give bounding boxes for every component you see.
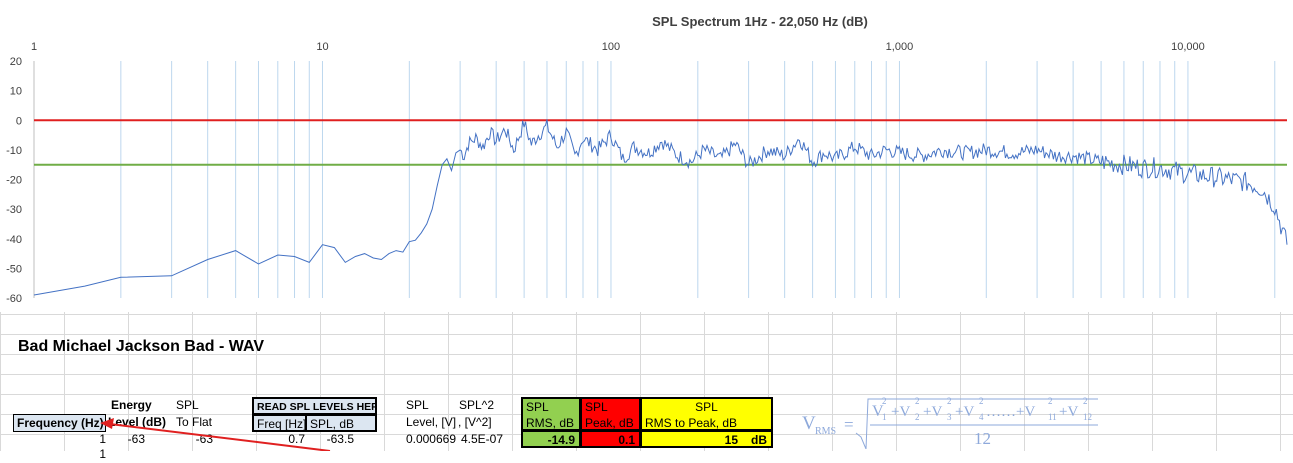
y-tick-label: 20 xyxy=(10,56,22,68)
svg-text:12: 12 xyxy=(1083,412,1092,422)
svg-text:2: 2 xyxy=(1083,396,1088,406)
y-tick-label: -20 xyxy=(6,175,22,187)
freq-hz-header: Freq [Hz] xyxy=(252,414,307,432)
svg-text:2: 2 xyxy=(915,412,920,422)
chart-svg: SPL Spectrum 1Hz - 22,050 Hz (dB) 1 10 100… xyxy=(6,14,1288,305)
svg-text:11: 11 xyxy=(1048,412,1057,422)
x-axis-ticks: 1 10 100 1,000 10,000 xyxy=(31,41,1205,53)
frequency-header: Frequency (Hz) xyxy=(13,414,106,432)
spl-header-a: SPL xyxy=(176,398,199,412)
svg-text:V: V xyxy=(802,413,816,434)
svg-text:+V: +V xyxy=(955,404,974,420)
svg-text:+V: +V xyxy=(891,404,910,420)
svg-text:1: 1 xyxy=(882,412,887,422)
x-tick-label: 10 xyxy=(316,41,328,53)
rtp-sub: RMS to Peak, dB xyxy=(645,416,738,430)
x-tick-label: 10,000 xyxy=(1171,41,1205,53)
svg-text:+V: +V xyxy=(1059,404,1078,420)
peak-sub: Peak, dB xyxy=(585,416,634,430)
chart-title: SPL Spectrum 1Hz - 22,050 Hz (dB) xyxy=(652,14,868,29)
svg-text:2: 2 xyxy=(882,396,887,406)
svg-text:2: 2 xyxy=(1048,396,1053,406)
x-tick-label: 1 xyxy=(31,41,37,53)
svg-text:3: 3 xyxy=(947,412,952,422)
y-axis-ticks: 20 10 0 -10 -20 -30 -40 -50 -60 xyxy=(6,56,22,305)
svg-text:2: 2 xyxy=(979,396,984,406)
rtp-value-cell[interactable]: 15 dB xyxy=(640,430,773,448)
svg-text:RMS: RMS xyxy=(815,426,836,437)
rtp-title: SPL xyxy=(695,400,718,414)
svg-text:+V: +V xyxy=(923,404,942,420)
y-tick-label: -10 xyxy=(6,145,22,157)
row1-frequency[interactable]: 1 xyxy=(99,432,106,446)
level-v-header: Level, [V] xyxy=(406,415,457,429)
y-tick-label: 10 xyxy=(10,86,22,98)
peak-title: SPL xyxy=(585,400,608,414)
spectrum-line xyxy=(33,119,1288,296)
svg-text:2: 2 xyxy=(915,396,920,406)
arrow-overlay xyxy=(100,418,331,451)
rtp-unit: dB xyxy=(751,433,767,447)
peak-box: SPL Peak, dB xyxy=(580,397,641,431)
svg-text:V: V xyxy=(872,403,884,420)
rms-sub: RMS, dB xyxy=(526,416,575,430)
v-squared-header: , [V^2] xyxy=(458,415,492,429)
rtp-value: 15 xyxy=(724,433,738,447)
spectrum-series xyxy=(33,119,1288,296)
rms-box: SPL RMS, dB xyxy=(521,397,581,431)
svg-text:12: 12 xyxy=(974,429,991,448)
svg-text:……+V: ……+V xyxy=(986,404,1035,420)
energy-header: Energy xyxy=(111,398,152,412)
row1-v-squared[interactable]: 4.5E-07 xyxy=(460,432,503,446)
y-tick-label: 0 xyxy=(16,115,22,127)
row1-spl[interactable]: -63.5 xyxy=(326,432,354,446)
y-tick-label: -50 xyxy=(6,263,22,275)
svg-text:=: = xyxy=(844,415,854,434)
rms-title: SPL xyxy=(526,400,549,414)
row1-level-v[interactable]: 0.000669 xyxy=(405,432,456,446)
red-arrow-line xyxy=(109,423,331,451)
row1-level[interactable]: -63 xyxy=(127,432,145,446)
svg-text:4: 4 xyxy=(979,412,984,422)
song-title: Bad Michael Jackson Bad - WAV xyxy=(18,338,264,355)
spl-header-b: SPL xyxy=(406,398,429,412)
spl-spectrum-chart[interactable]: SPL Spectrum 1Hz - 22,050 Hz (dB) 1 10 100… xyxy=(0,0,1293,312)
svg-text:2: 2 xyxy=(947,396,952,406)
y-tick-label: -30 xyxy=(6,204,22,216)
y-tick-label: -40 xyxy=(6,234,22,246)
spl-squared-header: SPL^2 xyxy=(459,398,494,412)
spl-db-header: SPL, dB xyxy=(305,414,377,432)
x-tick-label: 1,000 xyxy=(886,41,914,53)
to-flat-header: To Flat xyxy=(176,415,213,429)
red-arrow-head xyxy=(100,418,114,429)
reference-lines xyxy=(34,119,1287,166)
x-gridlines xyxy=(33,61,1276,298)
y-tick-label: -60 xyxy=(6,293,22,305)
x-tick-label: 100 xyxy=(602,41,620,53)
row1-freq[interactable]: 0.7 xyxy=(288,432,305,446)
